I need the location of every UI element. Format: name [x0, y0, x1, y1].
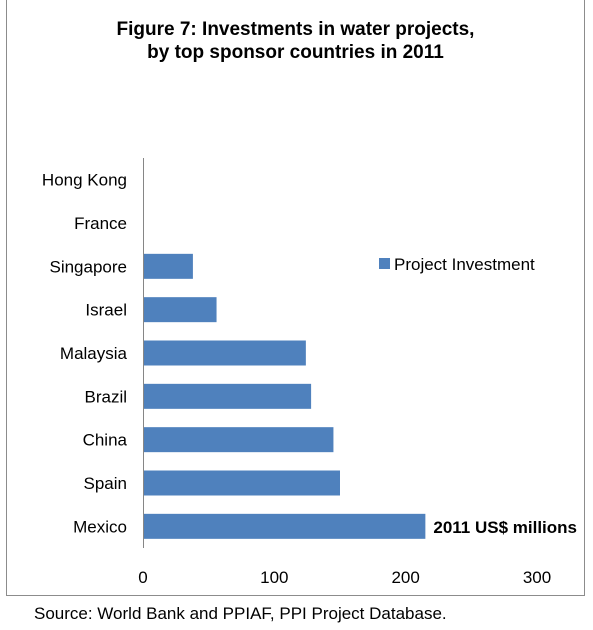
chart-title-line-1: Figure 7: Investments in water projects, — [116, 19, 475, 40]
bar-chart: Mexico Spain China Brazil Malaysia Israel Sing… — [42, 158, 577, 587]
x-tick-label-200: 200 — [391, 568, 419, 587]
x-tick-label-0: 0 — [138, 568, 147, 587]
bar-brazil — [143, 383, 312, 409]
legend-swatch — [379, 258, 390, 269]
category-label-hong-kong: Hong Kong — [42, 171, 127, 190]
category-label-spain: Spain — [84, 474, 127, 493]
category-label-china: China — [83, 431, 128, 450]
bar-spain — [143, 470, 340, 496]
chart-title: Figure 7: Investments in water projects,… — [6, 18, 585, 64]
chart-frame — [6, 0, 585, 596]
legend-label: Project Investment — [394, 255, 535, 274]
x-tick-label-300: 300 — [523, 568, 551, 587]
category-label-brazil: Brazil — [84, 387, 127, 406]
bar-israel — [143, 297, 217, 323]
bars-group — [143, 253, 426, 539]
category-labels: Mexico Spain China Brazil Malaysia Israel Sing… — [42, 171, 128, 537]
source-note: Source: World Bank and PPIAF, PPI Projec… — [34, 604, 447, 623]
chart-title-line-2: by top sponsor countries in 2011 — [147, 42, 444, 63]
category-label-singapore: Singapore — [49, 257, 127, 276]
bar-mexico — [143, 513, 426, 539]
category-label-france: France — [74, 214, 127, 233]
bar-singapore — [143, 253, 193, 279]
x-tick-label-100: 100 — [260, 568, 288, 587]
unit-label: 2011 US$ millions — [433, 518, 577, 537]
tick-labels: 0 100 200 300 — [138, 568, 551, 587]
category-label-mexico: Mexico — [73, 517, 127, 536]
bar-china — [143, 427, 334, 453]
legend: Project Investment — [379, 255, 535, 274]
category-label-israel: Israel — [85, 301, 127, 320]
category-label-malaysia: Malaysia — [60, 344, 128, 363]
bar-malaysia — [143, 340, 306, 366]
